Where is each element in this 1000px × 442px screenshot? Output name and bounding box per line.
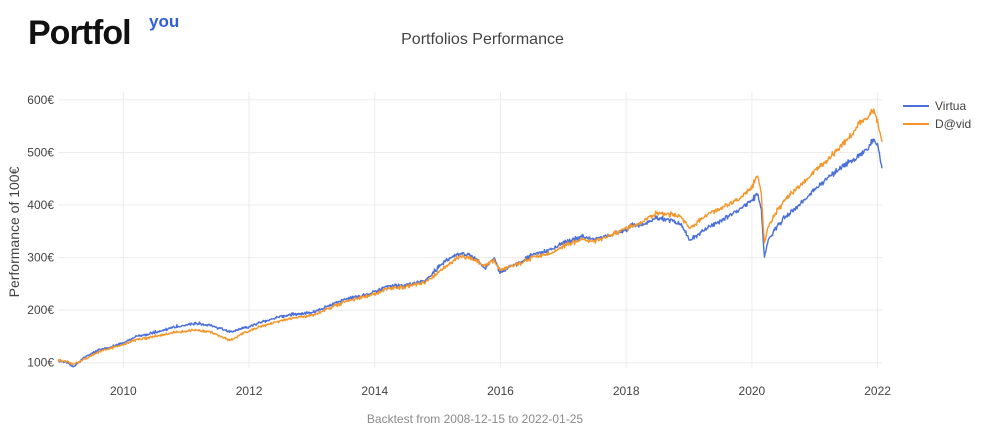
x-tick-label: 2016 bbox=[487, 384, 514, 398]
legend[interactable]: Virtua D@vid bbox=[903, 99, 971, 131]
y-tick-label: 100€ bbox=[27, 356, 54, 370]
series-line-d-vid[interactable] bbox=[57, 108, 883, 366]
logo-wordmark: Portfol bbox=[28, 14, 132, 52]
legend-label[interactable]: D@vid bbox=[935, 117, 971, 131]
backtest-caption: Backtest from 2008-12-15 to 2022-01-25 bbox=[366, 412, 584, 426]
legend-label[interactable]: Virtua bbox=[935, 99, 966, 113]
x-tick-label: 2022 bbox=[864, 384, 891, 398]
x-tick-label: 2010 bbox=[110, 384, 137, 398]
chart-title: Portfolios Performance bbox=[401, 31, 564, 48]
y-tick-label: 600€ bbox=[27, 93, 54, 107]
logo-superscript: you bbox=[149, 12, 180, 31]
x-tick-label: 2020 bbox=[739, 384, 766, 398]
x-tick-label: 2012 bbox=[236, 384, 263, 398]
x-tick-label: 2014 bbox=[361, 384, 388, 398]
x-tick-label: 2018 bbox=[613, 384, 640, 398]
y-tick-label: 400€ bbox=[27, 198, 54, 212]
y-tick-label: 500€ bbox=[27, 145, 54, 159]
y-axis-label: Performance of 100€ bbox=[6, 166, 22, 297]
y-tick-label: 200€ bbox=[27, 303, 54, 317]
tick-layer: 100€ 200€ 300€ 400€ 500€ 600€ 2010 2012 2014 2016… bbox=[27, 93, 891, 398]
y-tick-label: 300€ bbox=[27, 251, 54, 265]
series-layer bbox=[57, 108, 883, 368]
